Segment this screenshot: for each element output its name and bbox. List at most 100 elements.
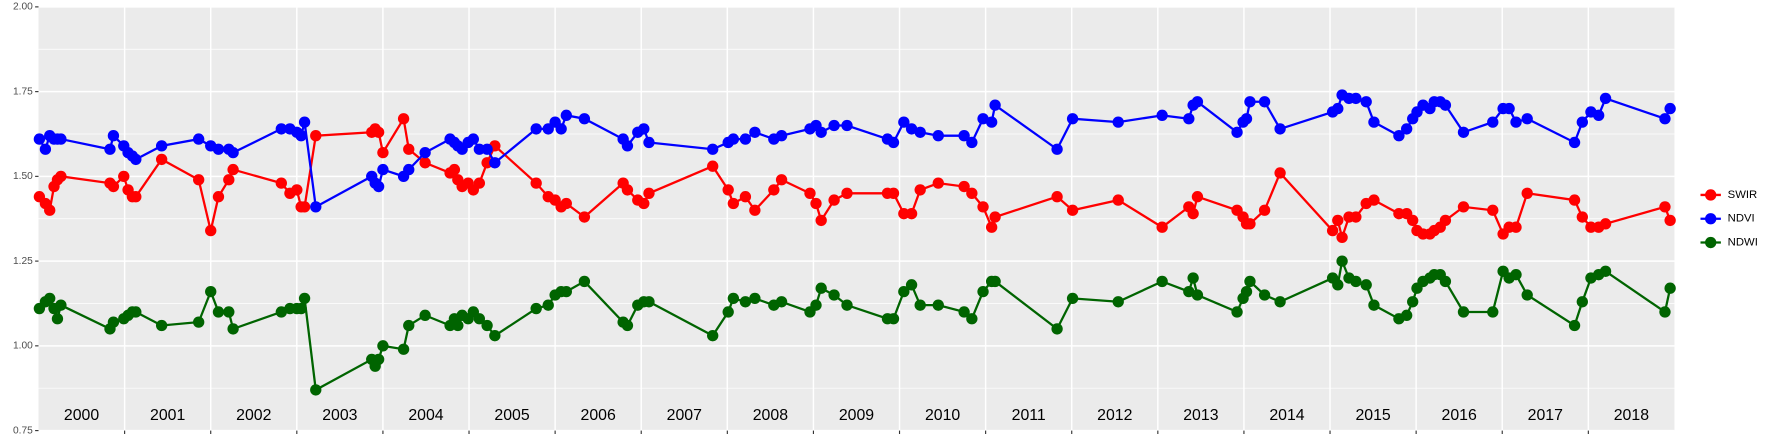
point [1156,221,1168,233]
point [481,157,493,169]
point [749,204,761,216]
point [403,319,415,332]
point [1503,102,1515,115]
y-tick-label: 1.25 [13,256,33,267]
point [377,146,389,159]
point [1336,255,1348,267]
point [295,130,307,142]
y-tick-label: 1.75 [13,86,33,97]
y-tick-label: 0.75 [13,425,33,436]
year-label: 2018 [1614,407,1649,424]
point [107,316,120,328]
year-label: 2013 [1183,407,1218,424]
point [1400,309,1413,322]
point [1457,126,1470,138]
point [530,177,542,189]
point [727,197,740,210]
point [155,140,168,152]
point [530,302,542,315]
point [1568,319,1581,332]
point [193,316,205,328]
point [638,123,650,135]
point [1457,306,1470,318]
point [104,143,116,155]
point [985,221,998,233]
y-tick-label: 1.00 [13,341,33,352]
point [1258,289,1271,301]
point [815,282,827,294]
point [898,116,910,128]
point [1487,116,1499,128]
point [841,187,853,199]
point [828,194,840,206]
point [560,285,572,298]
point [1240,113,1253,125]
point [977,201,989,213]
point [419,309,431,322]
point [275,177,287,189]
point [932,177,944,189]
point [372,353,385,366]
point [707,160,719,172]
point [768,184,780,196]
legend: SWIR NDVI NDWI [1700,189,1758,249]
point [212,191,225,203]
point [722,184,734,196]
point [1439,275,1452,288]
legend-label: NDWI [1728,237,1758,249]
point [810,299,822,311]
point [419,157,431,169]
point [815,214,827,227]
point [212,306,225,318]
point [621,319,634,332]
point [1521,187,1533,199]
point [542,299,554,311]
point [452,319,464,332]
point [828,289,840,301]
point [118,170,130,183]
point [1659,306,1671,318]
point [130,306,142,318]
point [1407,214,1419,227]
point [1576,211,1588,223]
point [555,123,567,135]
point [775,174,788,186]
point [1332,279,1344,291]
point [467,133,479,145]
point [932,299,944,311]
point [227,146,239,159]
point [481,143,493,155]
point [815,126,827,138]
legend-label: SWIR [1728,189,1758,201]
point [1568,194,1581,206]
year-label: 2014 [1269,407,1304,424]
point [1350,275,1362,288]
point [560,109,572,122]
year-label: 2012 [1097,407,1132,424]
point [828,119,840,132]
point [310,384,322,396]
point [1274,167,1286,179]
point [1439,214,1452,227]
point [298,201,311,213]
point [223,174,235,186]
point [1183,285,1195,298]
legend-key-point [1705,189,1717,201]
point [1231,306,1243,318]
point [1274,296,1286,308]
point [130,191,142,203]
year-label: 2016 [1442,407,1477,424]
point [489,157,501,169]
point [1360,96,1372,108]
point [914,184,926,196]
point [905,279,918,291]
point [473,313,486,325]
point [898,285,910,298]
point [275,306,287,318]
point [1244,275,1256,288]
point [1593,109,1605,122]
point [227,323,239,335]
point [1510,221,1522,233]
point [1187,272,1199,284]
point [1240,285,1253,298]
